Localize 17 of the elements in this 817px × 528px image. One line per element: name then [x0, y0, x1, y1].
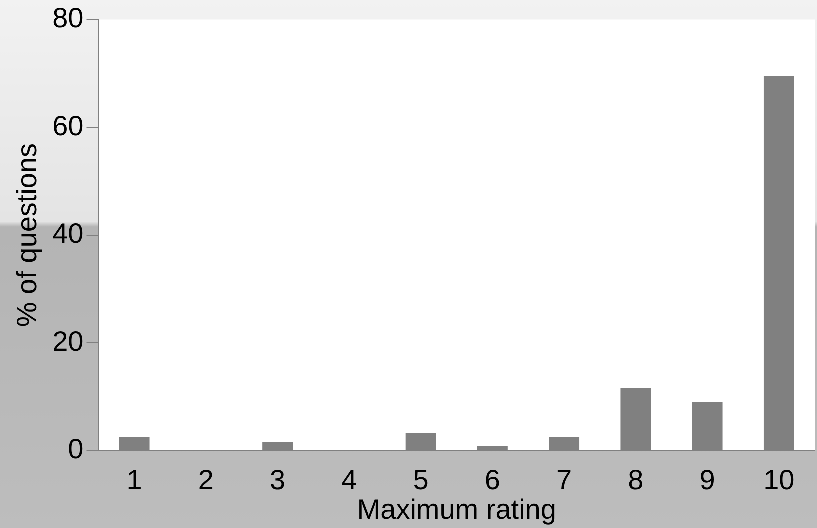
y-axis-title: % of questions — [12, 143, 43, 328]
x-axis-title: Maximum rating — [357, 494, 556, 525]
x-tick-label: 10 — [764, 464, 795, 496]
x-tick-label: 5 — [413, 464, 429, 496]
y-tick-label: 80 — [52, 2, 84, 34]
x-tick-label: 2 — [198, 464, 214, 496]
x-tick-label: 1 — [126, 464, 142, 496]
x-tick-label: 7 — [556, 464, 572, 496]
x-tick-label: 4 — [342, 464, 358, 496]
x-tick-label: 8 — [628, 464, 644, 496]
x-tick-label: 3 — [270, 464, 286, 496]
y-tick-label: 40 — [52, 218, 84, 250]
y-tick-label: 0 — [68, 434, 84, 465]
y-tick-label: 20 — [52, 326, 84, 357]
y-tick-label: 60 — [52, 110, 84, 142]
x-tick-label: 6 — [484, 464, 500, 496]
x-tick-label: 9 — [700, 464, 716, 496]
